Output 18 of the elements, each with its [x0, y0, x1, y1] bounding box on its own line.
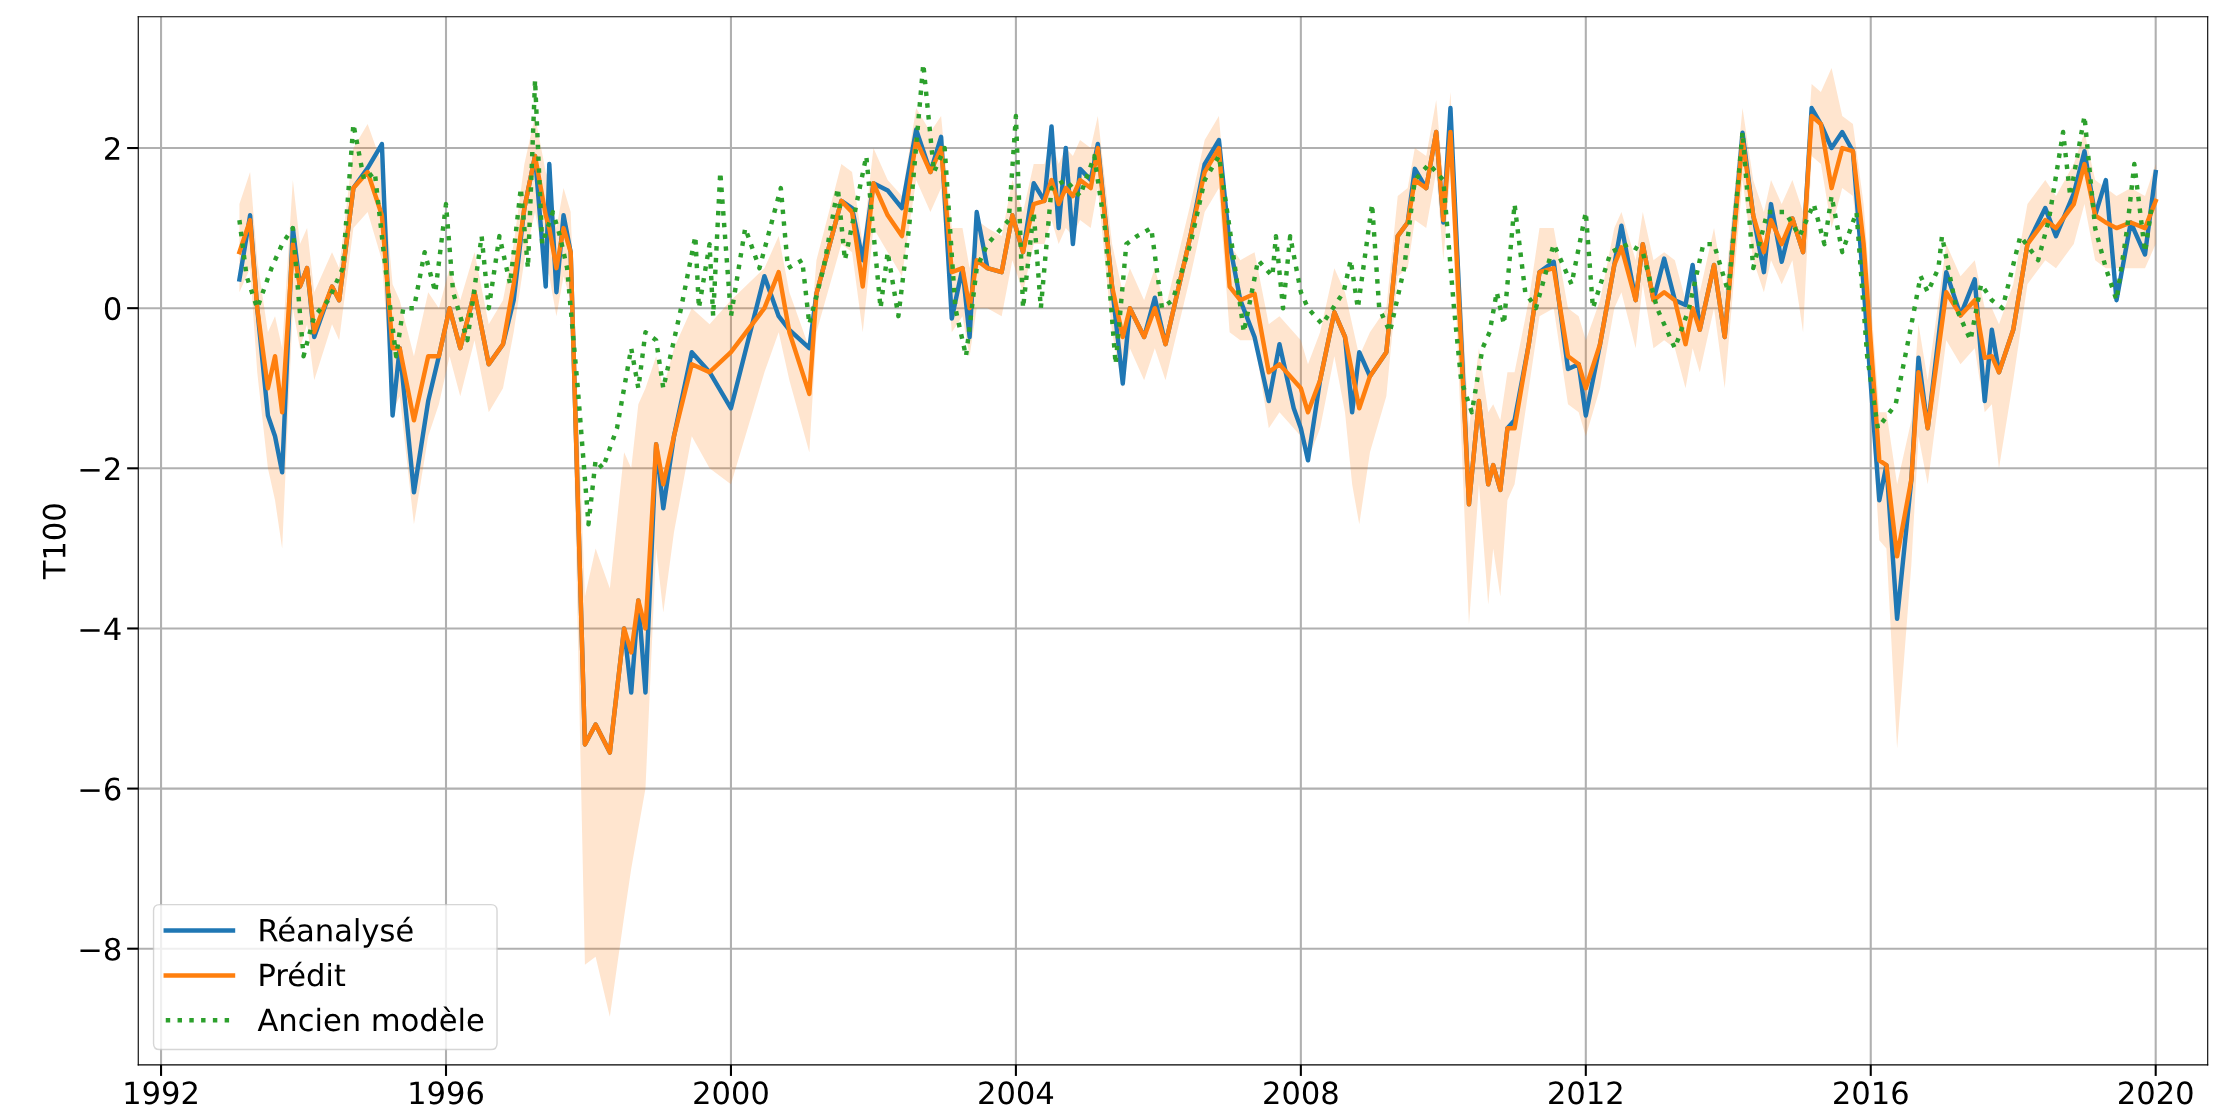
x-tick-label: 1992	[125, 1081, 197, 1105]
legend-label: Prédit	[260, 961, 346, 987]
x-tick-label: 2008	[1264, 1081, 1338, 1105]
y-tick-label: −4	[80, 617, 121, 641]
y-tick-label: 0	[104, 297, 121, 321]
x-tick-label: 2016	[1834, 1081, 1908, 1105]
y-tick-label: −2	[80, 457, 120, 480]
y-tick-label: 2	[105, 136, 120, 160]
y-tick-label: −6	[80, 777, 121, 801]
legend-label: Ancien modèle	[257, 1006, 484, 1032]
y-axis-title: T100	[42, 504, 66, 580]
x-tick-label: 2020	[2119, 1081, 2193, 1105]
x-tick-label: 1996	[410, 1081, 483, 1105]
x-tick-label: 2012	[1549, 1081, 1622, 1105]
legend-label: Réanalysé	[260, 916, 413, 948]
x-tick-label: 2004	[979, 1081, 1054, 1105]
y-tick-label: −8	[80, 937, 121, 961]
x-tick-label: 2000	[694, 1081, 768, 1105]
